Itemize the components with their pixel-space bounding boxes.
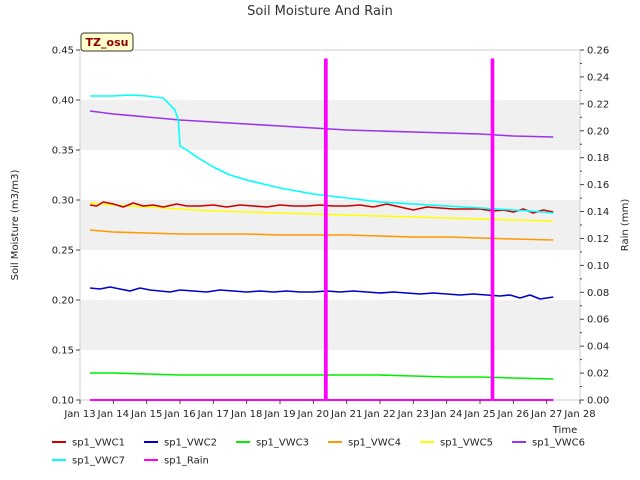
series-layer xyxy=(89,58,554,401)
legend-label: sp1_VWC1 xyxy=(72,438,125,449)
x-tick-label: Jan 24 xyxy=(430,409,462,420)
x-tick-label: Jan 21 xyxy=(330,409,362,420)
x-tick-label: Jan 13 xyxy=(63,409,95,420)
y-axis-ticks: 0.10 0.15 0.20 0.25 0.30 0.35 0.40 0.45 xyxy=(52,46,80,407)
y2-tick-label: 0.10 xyxy=(587,261,609,272)
y2-tick-label: 0.08 xyxy=(587,288,609,299)
x-tick-label: Jan 19 xyxy=(263,409,295,420)
y2-tick-label: 0.22 xyxy=(587,99,609,110)
x-tick-label: Jan 23 xyxy=(397,409,429,420)
x-tick-label: Jan 25 xyxy=(463,409,495,420)
x-tick-label: Jan 15 xyxy=(130,409,162,420)
y2-tick-label: 0.00 xyxy=(587,396,609,407)
legend-label: sp1_VWC3 xyxy=(256,438,309,449)
series-line-sp1_VWC7 xyxy=(90,94,554,214)
grid-band xyxy=(80,100,580,150)
y2-tick-label: 0.02 xyxy=(587,369,609,380)
grid-band xyxy=(80,300,580,350)
x-axis-ticks: Jan 13 Jan 14 Jan 15 Jan 16 Jan 17 Jan 18 Jan … xyxy=(63,400,596,420)
y2-axis-label: Rain (mm) xyxy=(620,199,631,252)
y-tick-label: 0.20 xyxy=(52,296,74,307)
x-tick-label: Jan 18 xyxy=(230,409,262,420)
y-tick-label: 0.15 xyxy=(52,346,74,357)
series-line-sp1_VWC5 xyxy=(89,202,554,222)
y2-tick-label: 0.06 xyxy=(587,315,609,326)
y-tick-label: 0.10 xyxy=(52,396,74,407)
legend-label: sp1_VWC4 xyxy=(348,438,401,449)
y-tick-label: 0.35 xyxy=(52,146,74,157)
y2-tick-label: 0.20 xyxy=(587,126,609,137)
legend-label: sp1_Rain xyxy=(164,456,209,467)
series-line-sp1_VWC6 xyxy=(89,110,554,138)
y-axis-label: Soil Moisture (m3/m3) xyxy=(10,170,21,281)
y2-tick-label: 0.04 xyxy=(587,342,609,353)
x-tick-label: Jan 14 xyxy=(97,409,129,420)
legend: sp1_VWC1 sp1_VWC2 sp1_VWC3 sp1_VWC4 sp1_VWC5… xyxy=(52,438,585,467)
site-badge-label: TZ_osu xyxy=(86,36,129,49)
site-badge: TZ_osu xyxy=(80,32,134,52)
y-tick-label: 0.30 xyxy=(52,196,74,207)
y2-axis-ticks: 0.00 0.02 0.04 0.06 0.08 0.10 0.12 0.14 0.16 0.18… xyxy=(580,46,609,407)
series-line-sp1_Rain xyxy=(90,58,554,401)
x-tick-label: Jan 28 xyxy=(563,409,595,420)
x-axis-label: Time xyxy=(552,425,577,436)
series-line-sp1_VWC4 xyxy=(89,229,554,241)
x-tick-label: Jan 22 xyxy=(363,409,395,420)
site-badge-box xyxy=(80,32,134,52)
series-line-sp1_VWC2 xyxy=(89,286,554,300)
x-tick-label: Jan 17 xyxy=(197,409,229,420)
chart-title: Soil Moisture And Rain xyxy=(247,4,393,19)
x-tick-label: Jan 16 xyxy=(163,409,195,420)
y-tick-label: 0.45 xyxy=(52,46,74,57)
x-tick-label: Jan 20 xyxy=(297,409,329,420)
x-tick-label: Jan 26 xyxy=(497,409,529,420)
y-tick-label: 0.40 xyxy=(52,96,74,107)
y-tick-label: 0.25 xyxy=(52,246,74,257)
series-line-sp1_VWC3 xyxy=(90,372,554,380)
legend-label: sp1_VWC2 xyxy=(164,438,217,449)
y2-tick-label: 0.24 xyxy=(587,72,609,83)
series-line-sp1_VWC1 xyxy=(89,201,554,214)
legend-label: sp1_VWC5 xyxy=(440,438,493,449)
y2-tick-label: 0.26 xyxy=(587,46,609,57)
y2-tick-label: 0.12 xyxy=(587,234,609,245)
x-tick-label: Jan 27 xyxy=(530,409,562,420)
legend-label: sp1_VWC6 xyxy=(532,438,585,449)
y2-tick-label: 0.18 xyxy=(587,153,609,164)
legend-label: sp1_VWC7 xyxy=(72,456,125,467)
y2-tick-label: 0.14 xyxy=(587,207,609,218)
y2-tick-label: 0.16 xyxy=(587,180,609,191)
grid-bands xyxy=(80,100,580,350)
